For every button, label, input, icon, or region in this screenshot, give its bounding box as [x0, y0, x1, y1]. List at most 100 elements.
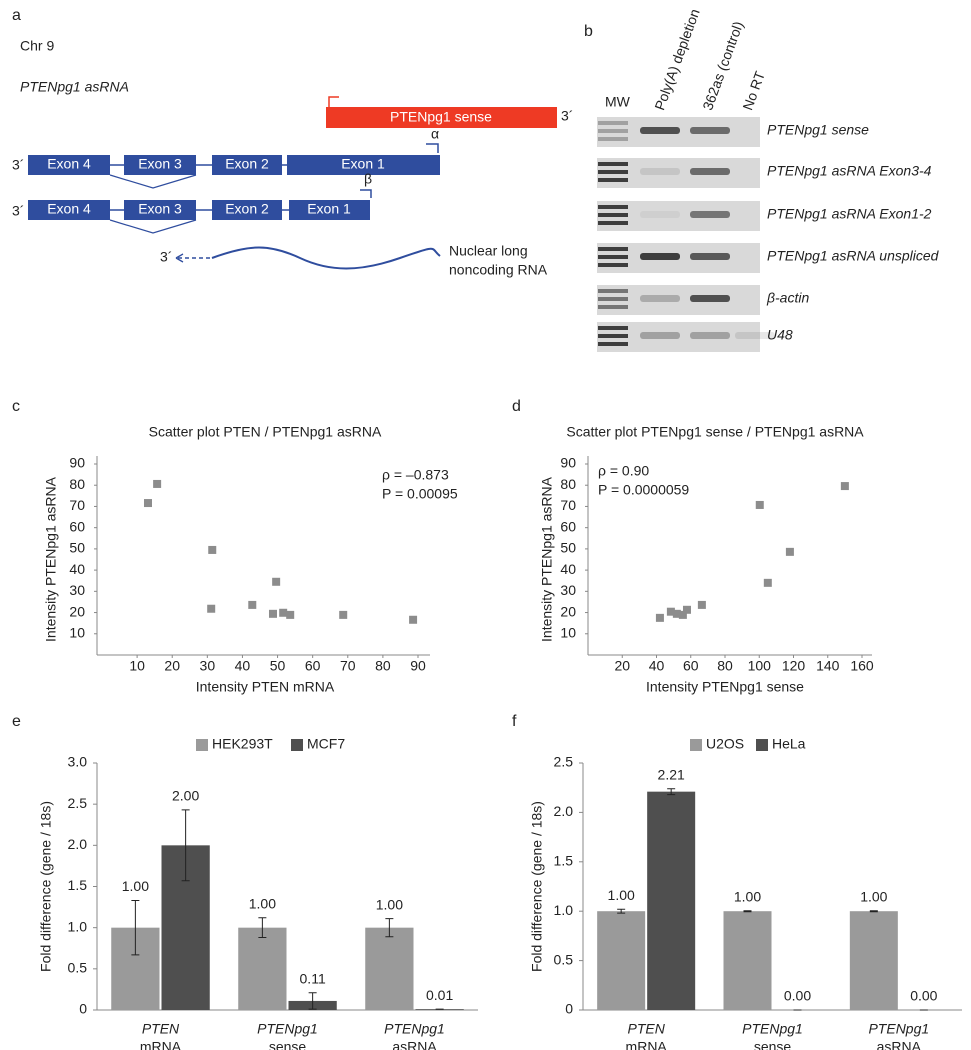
- point: [279, 608, 288, 617]
- gel-band: [640, 211, 680, 218]
- gel-band: [598, 129, 628, 133]
- exon-label: Exon 1: [307, 201, 351, 217]
- promoter-arrow: [360, 189, 372, 198]
- point: [672, 609, 681, 618]
- x-tick-label: PTEN: [142, 1021, 180, 1037]
- gel-band: [640, 253, 680, 260]
- error-bar: [869, 910, 878, 913]
- error-bar: [258, 917, 267, 939]
- point: [682, 605, 691, 614]
- chart-title: Scatter plot PTENpg1 sense / PTENpg1 asR…: [566, 424, 864, 440]
- lane-label: Poly(A) depletion: [651, 7, 703, 113]
- point: [785, 547, 794, 556]
- exon-label: Exon 3: [138, 156, 182, 172]
- point: [248, 600, 257, 609]
- gel-band: [690, 332, 730, 339]
- three-prime: 3´: [12, 203, 24, 219]
- alpha: α: [431, 126, 439, 142]
- panel-letter: e: [12, 713, 21, 730]
- value-label: 1.00: [249, 895, 276, 911]
- y-tick-label: 70: [69, 497, 85, 513]
- annotation: ρ = –0.873: [382, 467, 449, 483]
- exon-label: Exon 2: [225, 156, 269, 172]
- gel-band: [598, 297, 628, 301]
- exon-label: Exon 4: [47, 201, 91, 217]
- gel-band: [598, 247, 628, 251]
- point: [763, 578, 772, 587]
- gel-band: [690, 295, 730, 302]
- panel-letter: b: [584, 23, 593, 40]
- point: [666, 607, 675, 616]
- legend-label: U2OS: [706, 736, 744, 752]
- x-tick-label: 160: [850, 658, 874, 674]
- y-tick-label: 30: [560, 582, 576, 598]
- point: [208, 545, 217, 554]
- y-tick-label: 2.0: [68, 836, 88, 852]
- y-tick-label: 50: [69, 540, 85, 556]
- x-tick-label: PTENpg1: [868, 1021, 929, 1037]
- chart-title: Scatter plot PTEN / PTENpg1 asRNA: [149, 424, 382, 440]
- x-tick-label: 60: [683, 658, 699, 674]
- panel-letter: f: [512, 713, 517, 730]
- annotation: P = 0.00095: [382, 486, 458, 502]
- error-bar: [617, 908, 626, 914]
- gel-band: [598, 213, 628, 217]
- point: [272, 577, 281, 586]
- x-tick-label: 100: [748, 658, 772, 674]
- point: [207, 604, 216, 613]
- point: [143, 499, 152, 508]
- sense-label: PTENpg1 sense: [390, 109, 492, 125]
- rna-label: noncoding RNA: [449, 262, 548, 278]
- x-tick-label: 120: [782, 658, 806, 674]
- gel-row-label: U48: [767, 327, 793, 343]
- lane-label: 362as (control): [699, 19, 746, 112]
- y-axis-title: Fold difference (gene / 18s): [529, 801, 545, 972]
- point: [286, 610, 295, 619]
- value-label: 1.00: [608, 887, 635, 903]
- point: [678, 610, 687, 619]
- x-tick-label: 20: [164, 658, 180, 674]
- gel-row-label: β-actin: [766, 290, 809, 306]
- x-tick-label: PTENpg1: [742, 1021, 803, 1037]
- gel-band: [690, 168, 730, 175]
- y-tick-label: 0.5: [554, 951, 574, 967]
- gel-band: [735, 332, 775, 339]
- y-tick-label: 20: [69, 603, 85, 619]
- x-axis-title: Intensity PTEN mRNA: [196, 679, 335, 695]
- x-tick-label: asRNA: [877, 1039, 922, 1050]
- gel-row-label: PTENpg1 asRNA Exon1-2: [767, 206, 932, 222]
- gel-band: [598, 162, 628, 166]
- legend-label: MCF7: [307, 736, 345, 752]
- gel-band: [598, 221, 628, 225]
- error-bar: [131, 899, 140, 956]
- gel-band: [598, 170, 628, 174]
- value-label: 2.21: [658, 766, 685, 782]
- arrowhead: [175, 253, 184, 263]
- value-label: 1.00: [860, 888, 887, 904]
- bar: [597, 911, 646, 1010]
- gel-band: [598, 263, 628, 267]
- gel-row-label: PTENpg1 asRNA unspliced: [767, 248, 940, 264]
- promoter-arrow: [426, 143, 439, 153]
- x-tick-label: 10: [129, 658, 145, 674]
- value-label: 1.00: [734, 888, 761, 904]
- gel-band: [640, 332, 680, 339]
- bar: [238, 927, 287, 1010]
- y-tick-label: 70: [560, 497, 576, 513]
- y-tick-label: 50: [560, 540, 576, 556]
- gel-band: [598, 305, 628, 309]
- y-axis-title: Intensity PTENpg1 asRNA: [43, 476, 59, 642]
- legend-swatch: [291, 739, 303, 751]
- y-tick-label: 90: [69, 455, 85, 471]
- exon: [28, 200, 110, 220]
- error-bar: [667, 788, 676, 796]
- x-tick-label: sense: [754, 1039, 792, 1050]
- exon-label: Exon 2: [225, 201, 269, 217]
- y-tick-label: 0: [79, 1001, 87, 1017]
- y-tick-label: 1.5: [68, 877, 88, 893]
- exon: [289, 200, 370, 220]
- x-tick-label: 60: [305, 658, 321, 674]
- x-tick-label: asRNA: [392, 1039, 437, 1050]
- y-tick-label: 80: [69, 476, 85, 492]
- y-tick-label: 60: [69, 518, 85, 534]
